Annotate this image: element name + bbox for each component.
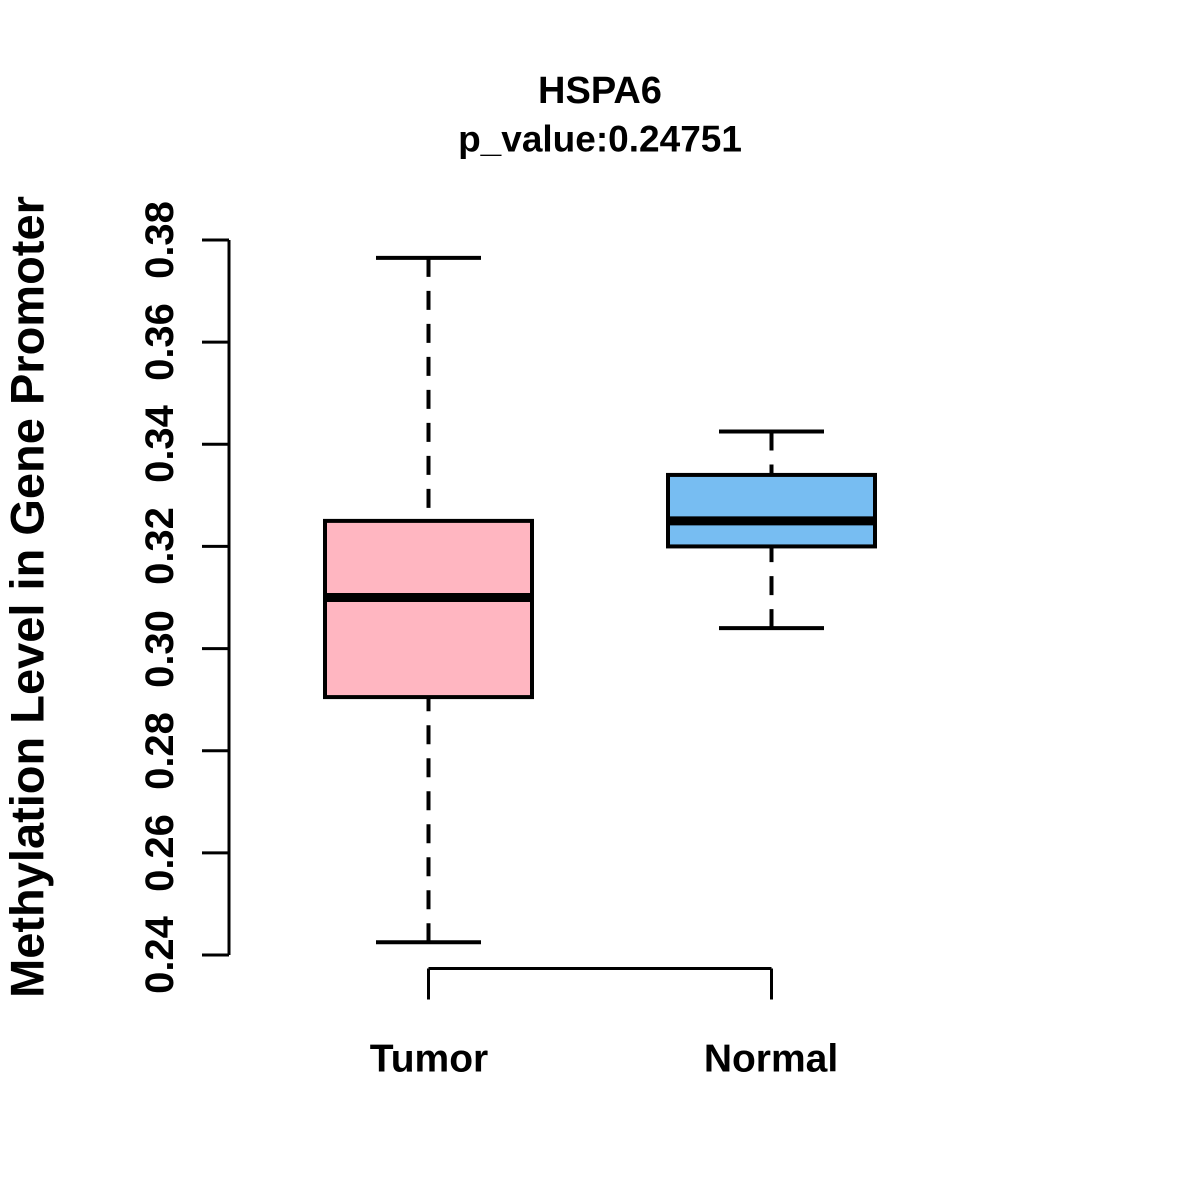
box-normal xyxy=(666,472,877,549)
y-tick-label-0-34: 0.34 xyxy=(138,405,182,483)
y-tick-label-0-28: 0.28 xyxy=(138,712,182,790)
x-category-label-normal: Normal xyxy=(703,1037,839,1081)
y-tick-label-0-32: 0.32 xyxy=(138,507,182,585)
y-tick-label-0-26: 0.26 xyxy=(138,814,182,892)
x-category-label-tumor: Tumor xyxy=(369,1037,489,1081)
box-tumor xyxy=(323,518,534,700)
chart-title: HSPA6 xyxy=(538,70,662,112)
chart-subtitle-pvalue: p_value:0.24751 xyxy=(458,118,742,160)
y-tick-label-0-30: 0.30 xyxy=(138,610,182,688)
y-tick-label-0-24: 0.24 xyxy=(138,916,182,994)
y-axis-title: Methylation Level in Gene Promoter xyxy=(0,196,54,998)
y-tick-label-0-38: 0.38 xyxy=(138,201,182,279)
y-tick-label-0-36: 0.36 xyxy=(138,303,182,381)
